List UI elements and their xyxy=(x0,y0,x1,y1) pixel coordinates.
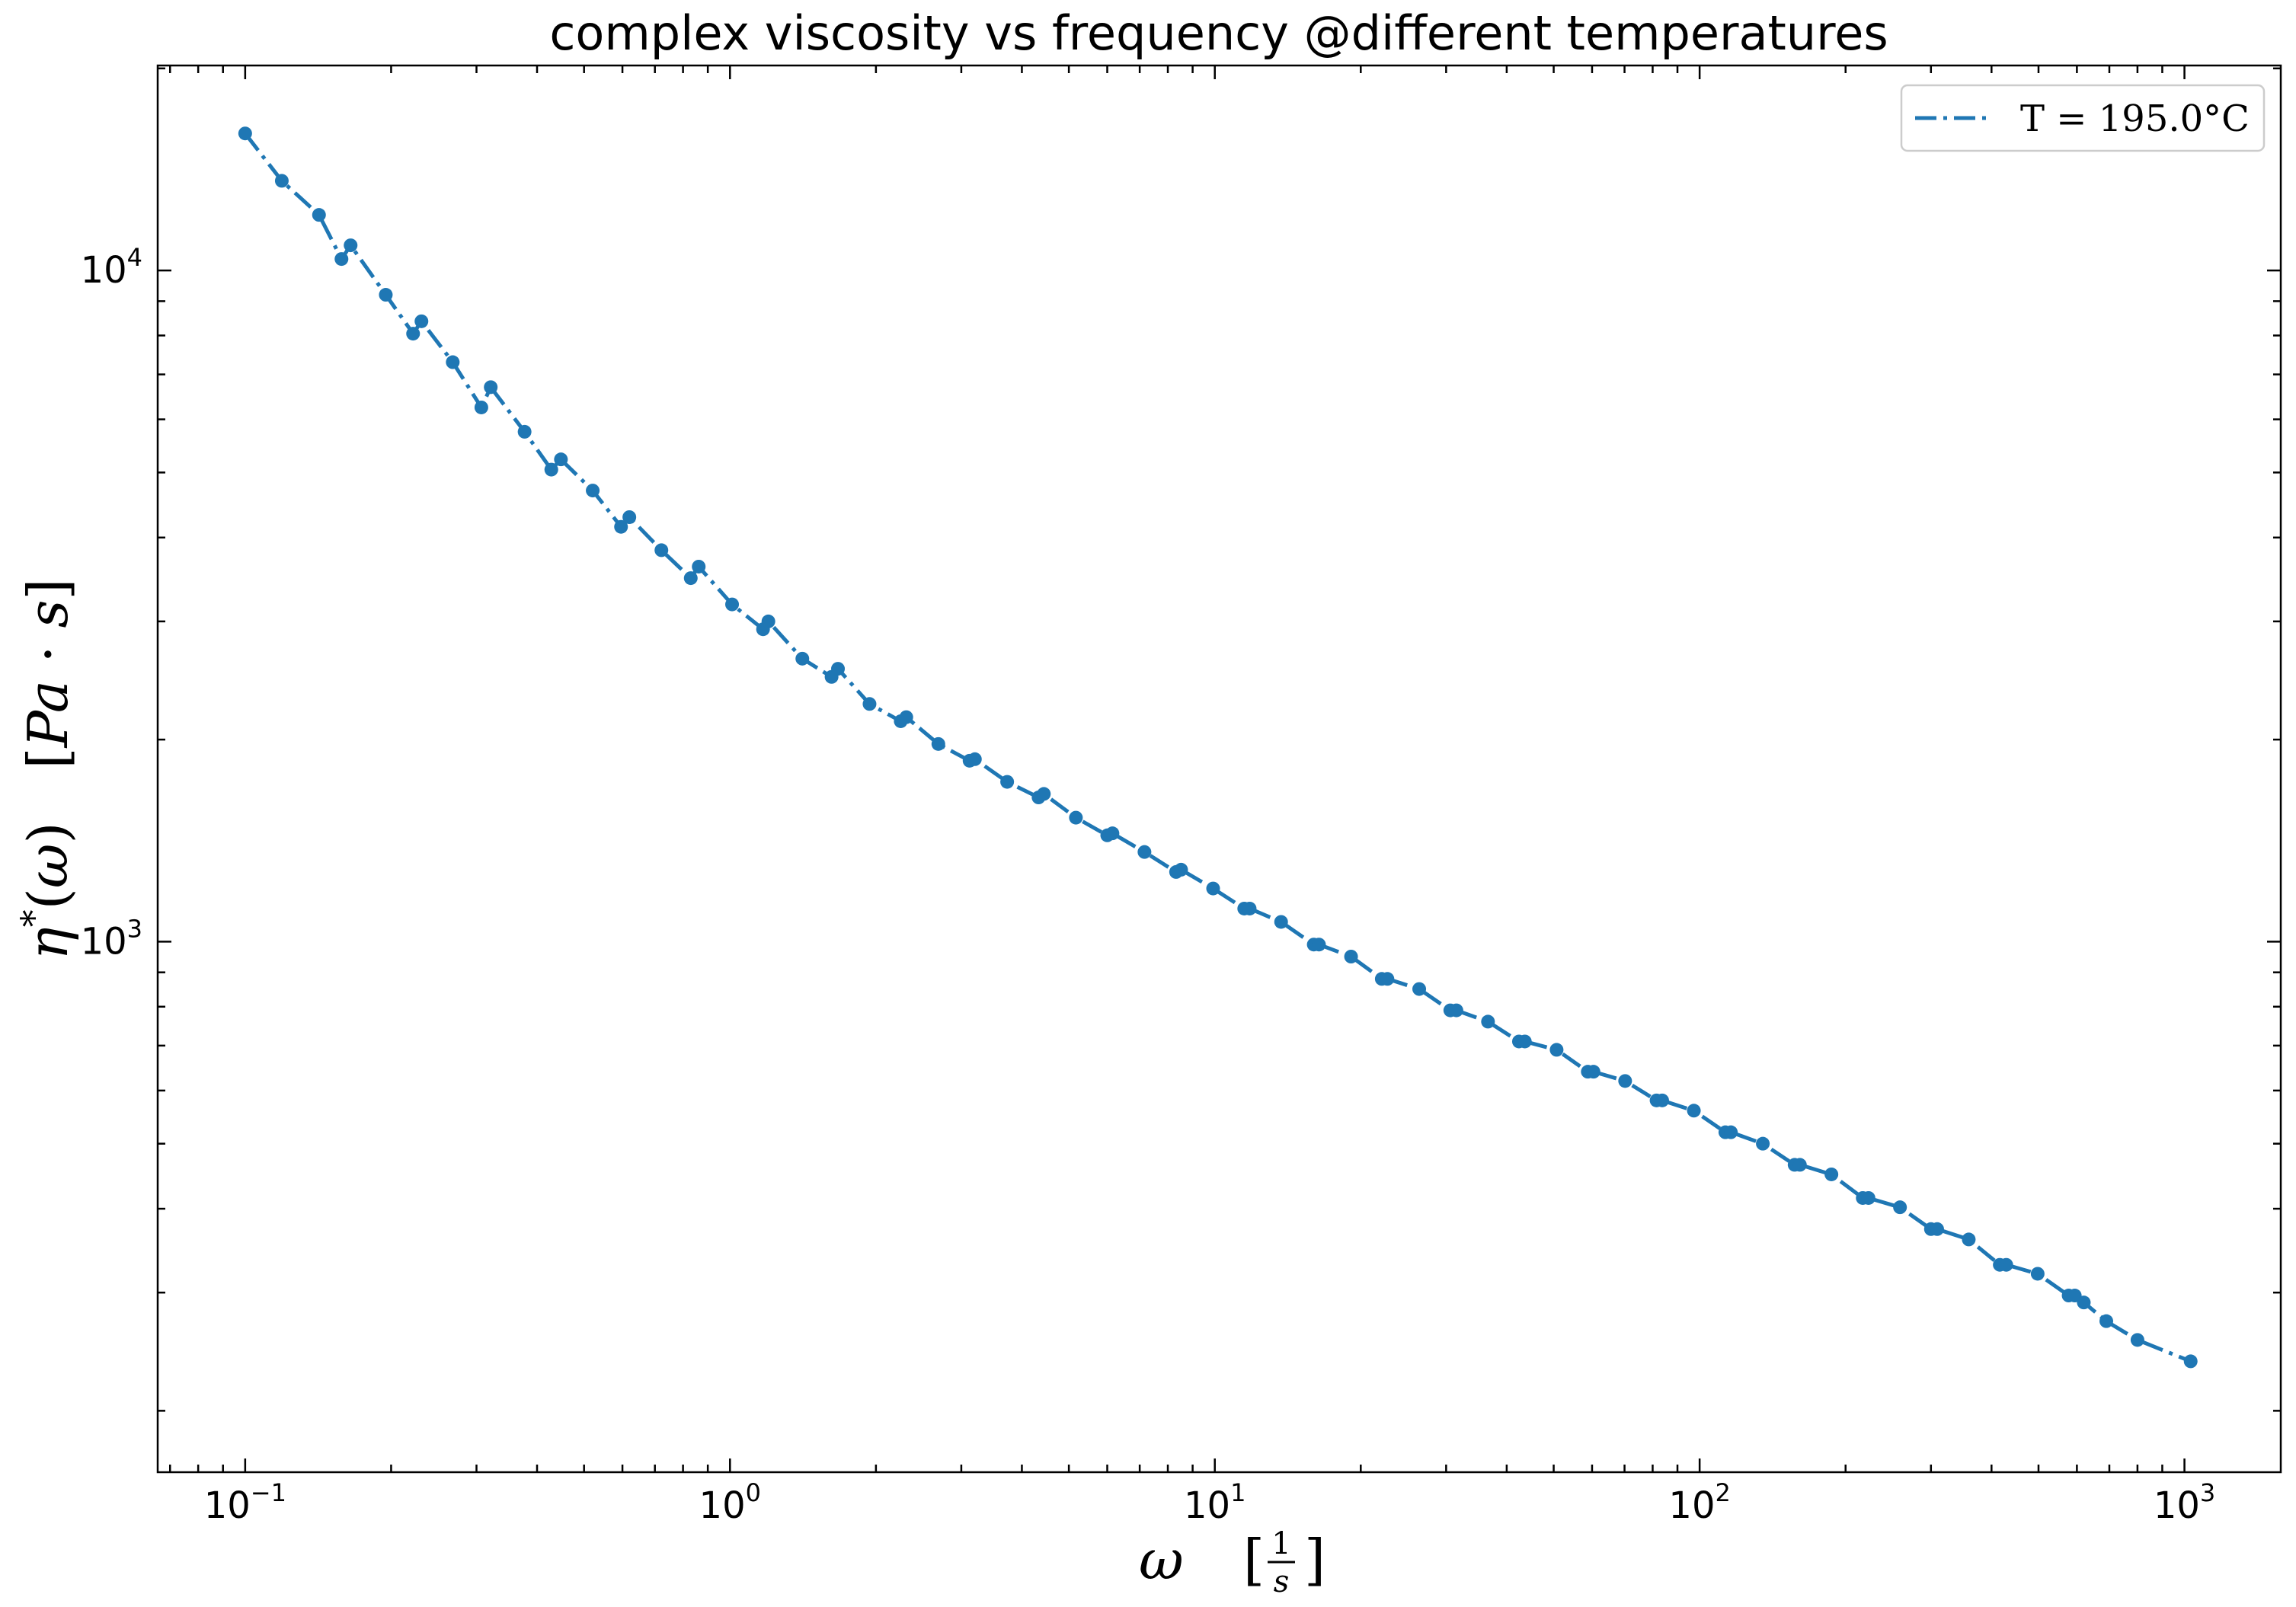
data-point xyxy=(1481,1014,1495,1029)
data-point xyxy=(1412,982,1427,996)
data-point xyxy=(312,208,326,222)
data-point xyxy=(446,355,460,369)
data-point xyxy=(414,314,429,328)
x-axis-label-unit-den: s xyxy=(1274,1564,1290,1599)
data-point xyxy=(1137,845,1152,859)
data-point xyxy=(1449,1003,1463,1018)
x-tick-label: 10−1 xyxy=(204,1478,286,1527)
data-point xyxy=(554,452,568,467)
data-point xyxy=(1069,810,1083,825)
data-point xyxy=(1274,915,1288,929)
data-point xyxy=(899,710,913,724)
data-point xyxy=(831,662,846,676)
x-tick-label: 101 xyxy=(1184,1478,1246,1527)
data-point xyxy=(406,327,421,341)
data-point xyxy=(761,614,775,628)
data-point xyxy=(1549,1043,1564,1057)
data-point xyxy=(1792,1158,1807,1172)
y-axis-ticks: 103 104 xyxy=(81,67,2281,1412)
data-point xyxy=(795,651,810,666)
legend: T = 195.0°C xyxy=(1900,84,2266,152)
x-axis-label-unit-open: [ xyxy=(1243,1528,1265,1592)
data-point xyxy=(1517,1034,1532,1049)
data-point xyxy=(1312,938,1326,952)
legend-box xyxy=(1900,84,2266,152)
data-point xyxy=(544,462,558,477)
series-layer xyxy=(238,126,2198,1369)
data-point xyxy=(622,510,637,525)
data-point xyxy=(334,252,349,267)
data-point xyxy=(1037,787,1051,801)
data-point xyxy=(238,126,252,141)
data-point xyxy=(586,484,600,498)
data-point xyxy=(1206,881,1220,896)
data-point xyxy=(274,174,289,188)
data-point xyxy=(1687,1104,1701,1118)
plot-frame xyxy=(156,64,2282,1474)
x-tick-label: 102 xyxy=(1668,1478,1730,1527)
x-axis-label-unit-num: 1 xyxy=(1271,1526,1290,1561)
data-point xyxy=(379,288,393,302)
y-tick-label: 104 xyxy=(81,243,142,292)
data-point xyxy=(725,597,740,612)
x-tick-label: 103 xyxy=(2154,1478,2215,1527)
data-point xyxy=(1586,1065,1600,1079)
data-point xyxy=(931,736,945,751)
x-tick-label: 100 xyxy=(699,1478,761,1527)
data-point xyxy=(1344,950,1358,963)
y-axis-label-text: η*(ω)[Pa · s] xyxy=(13,579,80,960)
x-axis-label-symbol: ω xyxy=(1139,1528,1184,1592)
x-axis-label-unit-close: ] xyxy=(1304,1528,1325,1592)
data-point xyxy=(967,752,982,766)
data-point xyxy=(484,380,498,395)
data-point xyxy=(1962,1232,1976,1247)
x-axis-ticks: 10−1 100 101 102 103 xyxy=(169,65,2215,1527)
data-point xyxy=(1756,1136,1770,1151)
data-point xyxy=(1618,1074,1632,1088)
data-point xyxy=(1824,1167,1839,1181)
data-point xyxy=(1105,826,1120,841)
data-point xyxy=(2183,1354,2198,1369)
data-point xyxy=(344,238,358,253)
data-point xyxy=(2130,1333,2144,1347)
data-point xyxy=(1930,1222,1944,1236)
data-point xyxy=(1242,901,1257,915)
data-point xyxy=(1000,775,1015,789)
data-point xyxy=(1174,862,1188,877)
chart-title: complex viscosity vs frequency @differen… xyxy=(549,5,1888,61)
data-point xyxy=(2077,1296,2091,1310)
data-point xyxy=(1724,1125,1738,1139)
data-point xyxy=(1893,1200,1907,1215)
data-point xyxy=(862,697,877,711)
data-point xyxy=(1380,972,1395,986)
data-point xyxy=(517,424,532,439)
data-point xyxy=(1861,1190,1875,1205)
y-tick-label: 103 xyxy=(81,914,142,963)
legend-label: T = 195.0°C xyxy=(2020,97,2250,140)
data-point xyxy=(654,543,669,557)
x-axis-label: ω [ 1 s ] xyxy=(1139,1526,1325,1599)
data-point xyxy=(1999,1257,2013,1272)
data-point xyxy=(614,519,628,534)
data-point xyxy=(2030,1267,2045,1281)
data-point xyxy=(692,559,706,573)
data-point xyxy=(1655,1093,1669,1107)
data-point xyxy=(683,571,698,586)
data-point xyxy=(474,400,488,414)
y-axis-label: η*(ω)[Pa · s] xyxy=(13,579,80,960)
data-point xyxy=(2099,1314,2114,1328)
